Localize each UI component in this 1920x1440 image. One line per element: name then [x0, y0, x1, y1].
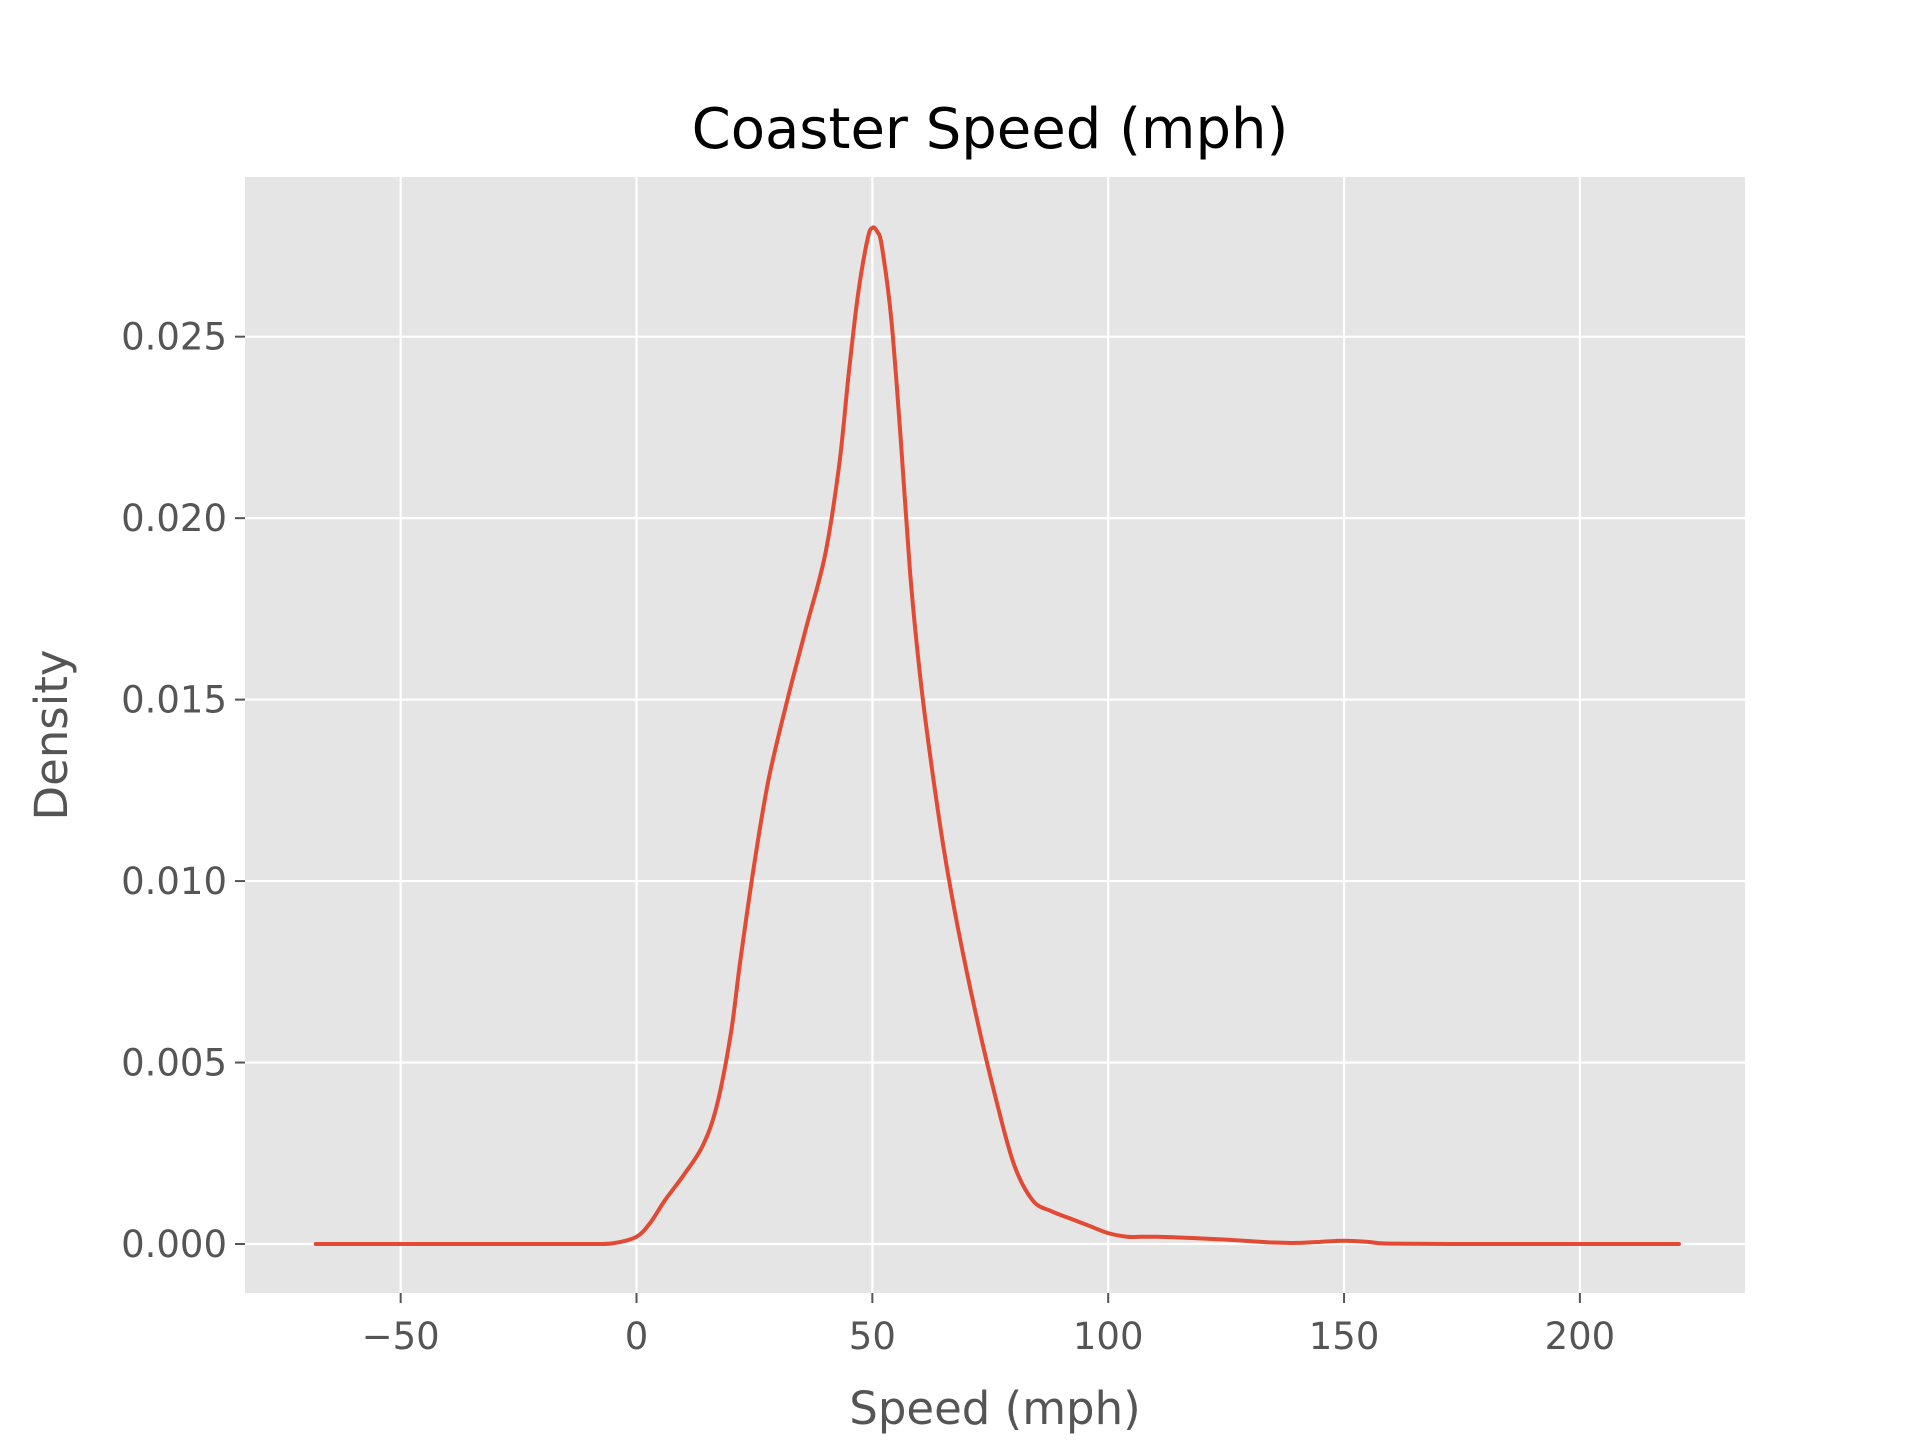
x-tick-label: 150: [1309, 1315, 1380, 1358]
x-tick-label: −50: [362, 1315, 440, 1358]
y-tick-label: 0.015: [121, 679, 227, 722]
x-tick-label: 0: [625, 1315, 649, 1358]
y-axis-label: Density: [25, 649, 78, 820]
y-tick-label: 0.010: [121, 860, 227, 903]
x-tick-label: 50: [849, 1315, 896, 1358]
density-line: [313, 225, 1681, 1247]
y-tick-label: 0.020: [121, 497, 227, 540]
axis-ticks: −50 0 50 100 150 200 0.000 0.005 0.010 0.015 0.020…: [121, 316, 1615, 1358]
plot-area: [245, 177, 1745, 1293]
x-tick-label: 100: [1073, 1315, 1144, 1358]
y-tick-label: 0.005: [121, 1042, 227, 1085]
y-tick-label: 0.000: [121, 1223, 227, 1266]
x-axis-label: Speed (mph): [849, 1382, 1140, 1435]
y-tick-label: 0.025: [121, 316, 227, 359]
chart-title: Coaster Speed (mph): [692, 97, 1289, 162]
x-tick-label: 200: [1545, 1315, 1616, 1358]
